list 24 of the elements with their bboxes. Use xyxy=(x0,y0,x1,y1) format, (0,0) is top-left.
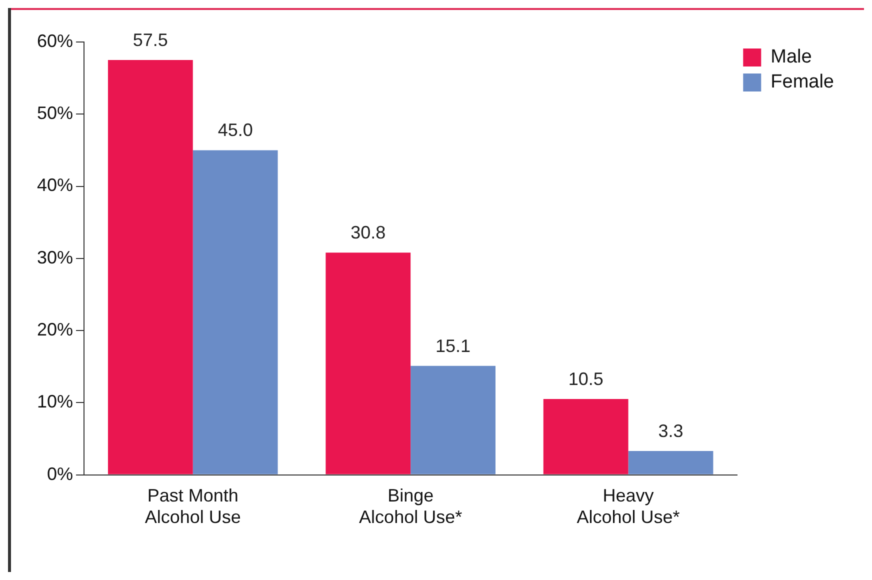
x-tick-label: Past Month Alcohol Use xyxy=(144,486,241,528)
legend-label: Male xyxy=(770,46,812,68)
y-tick-label: 30% xyxy=(36,247,74,268)
data-label: 45.0 xyxy=(218,120,253,140)
bar xyxy=(192,150,278,474)
legend-label: Female xyxy=(770,72,834,93)
y-tick-label: 10% xyxy=(36,392,74,412)
y-tick-label: 0% xyxy=(47,464,74,484)
y-tick-label: 60% xyxy=(36,30,74,51)
x-tick-label: Binge Alcohol Use* xyxy=(359,486,462,528)
data-label: 10.5 xyxy=(568,369,604,390)
bar xyxy=(628,450,714,474)
bar xyxy=(326,252,411,474)
y-tick-label: 20% xyxy=(36,320,74,340)
data-label: 3.3 xyxy=(658,420,684,441)
y-tick-label: 40% xyxy=(36,175,74,196)
bar xyxy=(108,60,193,474)
y-tick-label: 50% xyxy=(36,103,74,124)
bar xyxy=(543,399,628,474)
bar xyxy=(410,366,496,474)
data-label: 30.8 xyxy=(350,222,386,243)
data-label: 15.1 xyxy=(436,336,471,356)
data-label: 57.5 xyxy=(132,30,168,50)
x-tick-label: Heavy Alcohol Use* xyxy=(576,486,680,528)
